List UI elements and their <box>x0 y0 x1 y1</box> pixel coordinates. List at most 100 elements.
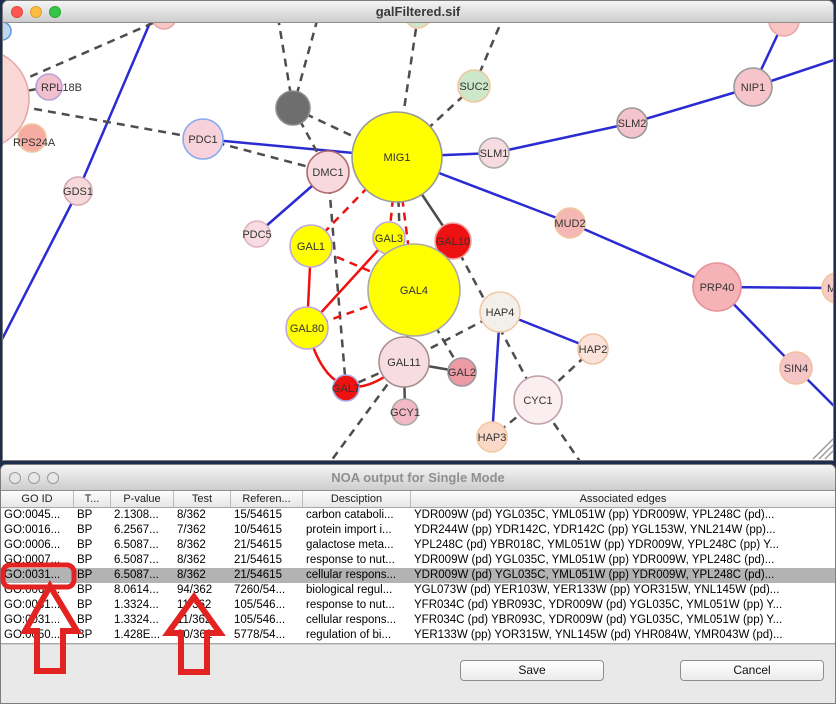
save-button[interactable]: Save <box>460 660 604 681</box>
cell: 15/54615 <box>234 509 282 521</box>
node-GAL7[interactable] <box>332 374 360 402</box>
node-GCY1[interactable] <box>391 398 419 426</box>
results-table-body: GO:0045... BP 2.1308... 8/362 15/54615 carbon… <box>1 508 835 644</box>
node-SUC2[interactable] <box>457 69 491 103</box>
node-GAL80[interactable] <box>285 306 329 350</box>
table-row[interactable]: GO:0016... BP 6.2567... 7/362 10/54615 protei… <box>1 523 835 538</box>
column-header-desciption[interactable]: Desciption <box>303 491 411 507</box>
cell: 8/362 <box>177 539 206 551</box>
cell: YDR244W (pp) YDR142C, YDR142C (pp) YGL15… <box>414 524 776 536</box>
cancel-button[interactable]: Cancel <box>680 660 824 681</box>
node-HAP3[interactable] <box>476 421 508 453</box>
node-GAL4[interactable] <box>367 243 461 337</box>
traffic-lights-inactive <box>9 465 59 490</box>
edge-bigleft-pt:205,-24 <box>3 23 157 90</box>
column-header-test[interactable]: Test <box>174 491 231 507</box>
node-label-GDS1: GDS1 <box>63 186 93 198</box>
resize-grip[interactable] <box>812 438 833 460</box>
table-row[interactable]: GO:0007... BP 6.5087... 8/362 21/54615 respon… <box>1 553 835 568</box>
node-label-RPL18B: RPL18B <box>41 82 82 94</box>
close-button[interactable] <box>11 5 23 18</box>
edge-MUD2-PRP40 <box>569 221 718 289</box>
minimize-button[interactable] <box>28 471 40 484</box>
node-GDS1[interactable] <box>63 176 93 206</box>
node-topGreen[interactable] <box>405 23 431 29</box>
cell: GO:0045... <box>4 509 61 521</box>
table-row[interactable]: GO:0065... BP 8.0614... 94/362 7260/54... bio… <box>1 583 835 598</box>
cell: BP <box>77 509 93 521</box>
node-SIN4[interactable] <box>779 351 813 385</box>
edge-PDC1-DMC1 <box>202 137 329 174</box>
node-CYC1[interactable] <box>513 375 563 425</box>
node-HAP4[interactable] <box>479 291 521 333</box>
node-GAL2[interactable] <box>447 357 477 387</box>
node-GAL11[interactable] <box>378 336 430 388</box>
cell: BP <box>77 524 93 536</box>
network-window-titlebar[interactable]: galFiltered.sif <box>3 1 833 23</box>
cell: 6.5087... <box>114 569 159 581</box>
column-header-t-[interactable]: T... <box>74 491 111 507</box>
node-SLM2[interactable] <box>616 107 648 139</box>
cell: GO:0016... <box>4 524 61 536</box>
cell: 6.5087... <box>114 539 159 551</box>
cell: protein import i... <box>306 524 392 536</box>
cell: 80/362 <box>177 629 213 641</box>
cell: GO:0031... <box>4 614 61 626</box>
node-MUD2[interactable] <box>554 207 586 239</box>
noa-window-title: NOA output for Single Mode <box>331 470 505 485</box>
node-SLM1[interactable] <box>478 137 510 169</box>
node-label-CYC1: CYC1 <box>523 395 552 407</box>
column-header-associated-edges[interactable]: Associated edges <box>579 493 667 505</box>
cell: 5778/54... <box>234 629 286 641</box>
node-PRP40[interactable] <box>692 262 742 312</box>
node-label-SUC2: SUC2 <box>459 81 488 93</box>
node-PDC5[interactable] <box>243 220 271 248</box>
node-MSI[interactable] <box>821 272 833 304</box>
node-bigleft[interactable] <box>3 49 30 149</box>
table-row[interactable]: GO:0031... BP 1.3324... 11/362 105/546... res… <box>1 598 835 613</box>
network-canvas[interactable]: RPL18B RPS24A GDS1 PDC1 PDC5 DMC1 MIG1 GAL1 GAL3… <box>3 23 833 461</box>
cell: YFR034C (pd) YBR093C, YDR009W (pd) YGL03… <box>414 614 783 626</box>
column-header-referen-[interactable]: Referen... <box>231 491 303 507</box>
edge-GDS1-pt:-8,330 <box>3 190 80 341</box>
table-row[interactable]: GO:0031... BP 1.3324... 11/362 105/546... cel… <box>1 613 835 628</box>
zoom-button[interactable] <box>47 471 59 484</box>
node-RPS24A[interactable] <box>17 123 47 153</box>
node-DMC1[interactable] <box>306 150 350 194</box>
table-row[interactable]: GO:0050... BP 1.428E... 80/362 5778/54... reg… <box>1 628 835 643</box>
table-row[interactable]: GO:0045... BP 2.1308... 8/362 15/54615 carbon… <box>1 508 835 523</box>
cell: 105/546... <box>234 599 286 611</box>
node-HAP2[interactable] <box>577 333 609 365</box>
edge-SLM2-NIP1 <box>631 85 754 125</box>
cell: 11/362 <box>177 599 212 611</box>
node-NIP1[interactable] <box>733 67 773 107</box>
noa-window-titlebar[interactable]: NOA output for Single Mode <box>1 465 835 491</box>
cell: cellular respons... <box>306 569 397 581</box>
node-label-GAL11: GAL11 <box>387 357 420 369</box>
nodes-layer: RPL18B RPS24A GDS1 PDC1 PDC5 DMC1 MIG1 GAL1 GAL3… <box>3 23 833 453</box>
cell: YPL248C (pd) YBR018C, YML051W (pp) YDR00… <box>414 539 780 551</box>
node-cornerBlue[interactable] <box>3 23 12 41</box>
node-topPink[interactable] <box>152 23 176 30</box>
network-window-title: galFiltered.sif <box>375 4 461 19</box>
node-GAL1[interactable] <box>289 224 333 268</box>
network-window: galFiltered.sif RPL18B RPS24A GDS1 PDC1 PDC5… <box>2 0 834 461</box>
node-PDC1[interactable] <box>182 118 224 160</box>
node-label-GAL2: GAL2 <box>448 367 476 379</box>
node-graynode[interactable] <box>275 90 311 126</box>
column-header-p-value[interactable]: P-value <box>111 491 174 507</box>
node-label-SIN4: SIN4 <box>784 363 808 375</box>
zoom-button[interactable] <box>49 5 61 18</box>
column-header-go-id[interactable]: GO ID <box>1 491 74 507</box>
close-button[interactable] <box>9 471 21 484</box>
table-row[interactable]: GO:0006... BP 6.5087... 8/362 21/54615 galact… <box>1 538 835 553</box>
minimize-button[interactable] <box>30 5 42 18</box>
table-row[interactable]: GO:0031... BP 6.5087... 8/362 21/54615 cellul… <box>1 568 835 583</box>
node-RPL18B[interactable] <box>35 73 63 101</box>
node-GAL10[interactable] <box>434 222 472 260</box>
edge-SLM1-SLM2 <box>493 121 633 155</box>
node-topRightPink[interactable] <box>768 23 800 37</box>
node-MIG1[interactable] <box>351 111 443 203</box>
cell: 6.5087... <box>114 554 159 566</box>
node-label-GAL10: GAL10 <box>436 236 470 248</box>
